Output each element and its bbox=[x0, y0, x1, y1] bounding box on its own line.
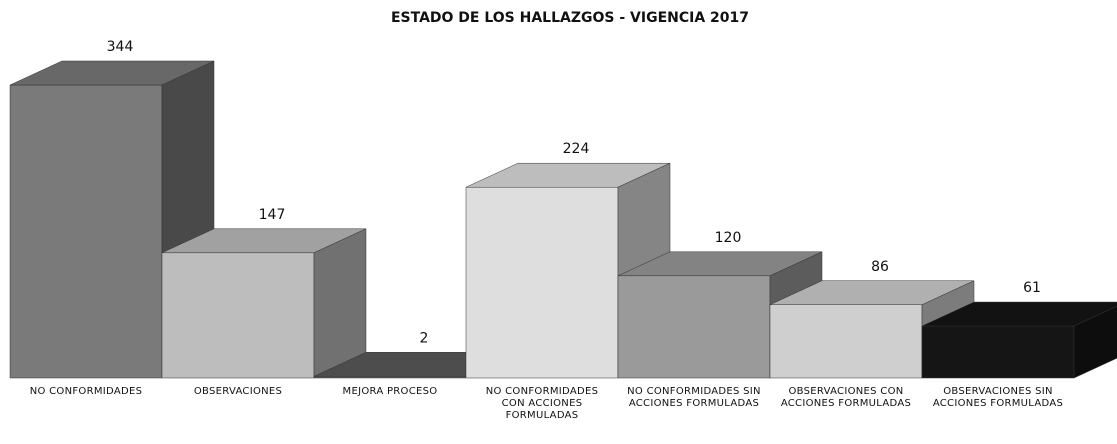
bar-front bbox=[313, 376, 467, 379]
bar-front bbox=[921, 325, 1075, 379]
chart-title: ESTADO DE LOS HALLAZGOS - VIGENCIA 2017 bbox=[391, 10, 749, 26]
bar-side bbox=[1073, 305, 1117, 379]
value-label: 120 bbox=[715, 230, 742, 246]
bar-front bbox=[617, 275, 771, 379]
value-label: 2 bbox=[420, 330, 429, 346]
bar-front bbox=[769, 304, 923, 379]
x-tick-label: NO CONFORMIDADES CON ACCIONES FORMULADAS bbox=[485, 386, 599, 421]
x-tick-label: OBSERVACIONES SIN ACCIONES FORMULADAS bbox=[932, 386, 1064, 409]
x-tick-label: NO CONFORMIDADES SIN ACCIONES FORMULADAS bbox=[627, 386, 761, 409]
bar-front bbox=[465, 186, 619, 379]
bar-side bbox=[313, 228, 367, 379]
value-label: 224 bbox=[563, 141, 590, 157]
value-label: 344 bbox=[107, 39, 134, 55]
x-tick-label: NO CONFORMIDADES bbox=[29, 386, 143, 397]
bar-front bbox=[9, 84, 163, 379]
value-label: 147 bbox=[259, 207, 286, 223]
bar-front bbox=[161, 252, 315, 379]
x-tick-label: MEJORA PROCESO bbox=[342, 386, 438, 397]
bar-top bbox=[921, 301, 1117, 327]
x-tick-label: OBSERVACIONES CON ACCIONES FORMULADAS bbox=[780, 386, 912, 409]
value-label: 61 bbox=[1023, 280, 1041, 296]
x-tick-label: OBSERVACIONES bbox=[193, 386, 283, 397]
value-label: 86 bbox=[871, 259, 889, 275]
